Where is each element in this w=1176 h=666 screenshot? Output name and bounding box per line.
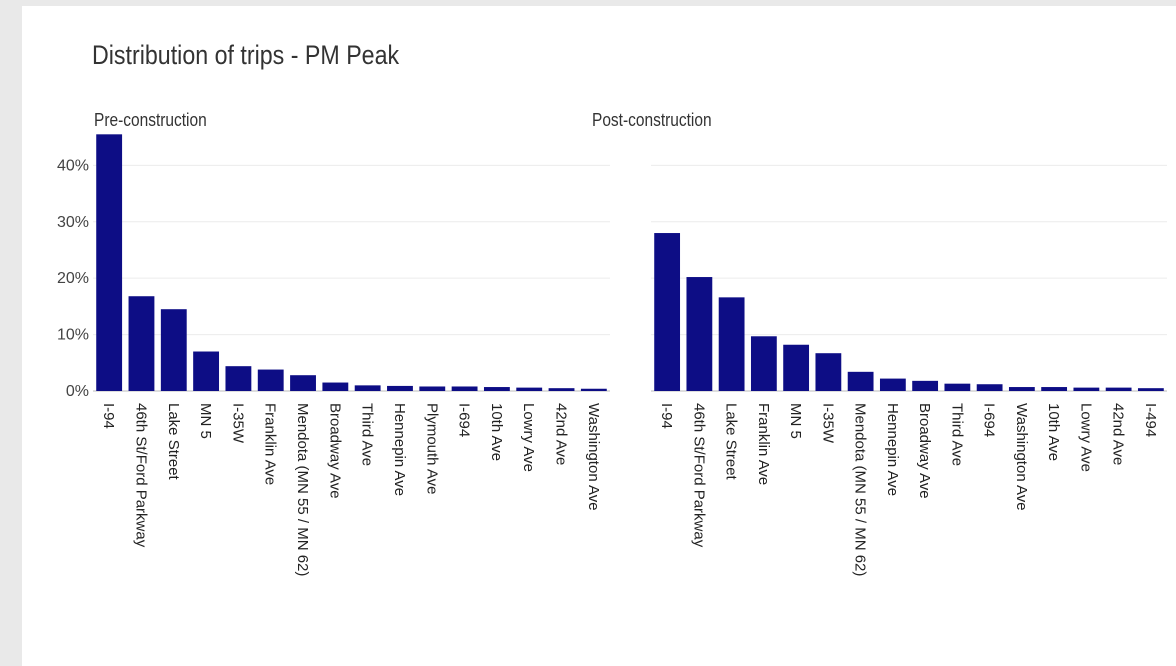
bar-post — [750, 336, 777, 391]
panel-title-pre: Pre-construction — [94, 110, 207, 130]
y-tick-label: 40% — [57, 157, 89, 174]
bar-post — [976, 384, 1003, 391]
bar-post — [944, 383, 971, 391]
category-label-post: Broadway Ave — [916, 403, 933, 499]
bar-post — [686, 277, 713, 391]
category-label-post: Hennepin Ave — [884, 403, 901, 496]
bar-pre — [225, 366, 252, 391]
category-label-post: Franklin Ave — [755, 403, 772, 485]
category-label-pre: I-94 — [100, 403, 117, 429]
category-label-post: 46th St/Ford Parkway — [690, 403, 707, 548]
bar-pre — [483, 387, 510, 391]
bar-post — [718, 297, 745, 391]
category-label-pre: 10th Ave — [488, 403, 505, 461]
category-label-pre: Mendota (MN 55 / MN 62) — [294, 403, 311, 576]
bar-post — [1137, 388, 1164, 391]
category-label-pre: Hennepin Ave — [391, 403, 408, 496]
y-tick-label: 20% — [57, 270, 89, 287]
y-tick-label: 0% — [66, 383, 89, 400]
category-label-pre: MN 5 — [197, 403, 214, 439]
category-label-post: Washington Ave — [1013, 403, 1030, 511]
panel-title-post: Post-construction — [592, 110, 712, 130]
category-label-post: I-94 — [658, 403, 675, 429]
category-label-pre: 42nd Ave — [553, 403, 570, 465]
y-tick-label: 30% — [57, 214, 89, 231]
category-label-pre: 46th St/Ford Parkway — [132, 403, 149, 548]
bar-pre — [387, 385, 413, 391]
bar-pre — [322, 382, 349, 391]
bar-post — [1073, 387, 1100, 391]
category-label-post: Lowry Ave — [1077, 403, 1094, 472]
bar-post — [815, 353, 842, 391]
bar-post — [1008, 387, 1035, 391]
category-label-pre: I-35W — [229, 403, 246, 444]
bar-pre — [96, 134, 123, 391]
bar-post — [912, 380, 939, 391]
bar-pre — [354, 385, 381, 391]
category-label-post: 42nd Ave — [1110, 403, 1127, 465]
category-label-post: Third Ave — [948, 403, 965, 466]
bar-post — [1105, 387, 1132, 391]
category-label-post: I-35W — [819, 403, 836, 444]
bar-post — [783, 344, 810, 391]
bar-pre — [548, 388, 575, 391]
category-label-post: I-494 — [1142, 403, 1159, 437]
chart-title: Distribution of trips - PM Peak — [92, 40, 400, 70]
chart-card: Distribution of trips - PM Peak Pre-cons… — [22, 6, 1176, 666]
bar-post — [847, 371, 874, 391]
bar-pre — [257, 369, 284, 391]
bar-post — [879, 378, 906, 391]
category-label-post: Mendota (MN 55 / MN 62) — [852, 403, 869, 576]
category-label-pre: Lake Street — [165, 403, 182, 481]
bar-pre — [580, 388, 607, 391]
category-label-pre: Plymouth Ave — [423, 403, 440, 494]
bar-pre — [419, 386, 446, 391]
bar-pre — [516, 387, 543, 391]
bar-pre — [451, 386, 478, 391]
category-label-pre: Washington Ave — [585, 403, 602, 511]
category-label-pre: Lowry Ave — [520, 403, 537, 472]
bar-post — [654, 233, 681, 391]
y-tick-label: 10% — [57, 327, 89, 344]
category-label-pre: Broadway Ave — [326, 403, 343, 499]
category-label-post: 10th Ave — [1045, 403, 1062, 461]
bar-pre — [290, 375, 316, 391]
bar-pre — [193, 351, 220, 391]
category-label-post: I-694 — [981, 403, 998, 437]
category-label-post: MN 5 — [787, 403, 804, 439]
bar-pre — [128, 296, 155, 391]
category-label-post: Lake Street — [723, 403, 740, 481]
bar-post — [1041, 387, 1068, 391]
bar-pre — [160, 309, 187, 391]
category-label-pre: Franklin Ave — [262, 403, 279, 485]
category-label-pre: Third Ave — [359, 403, 376, 466]
category-label-pre: I-694 — [456, 403, 473, 437]
